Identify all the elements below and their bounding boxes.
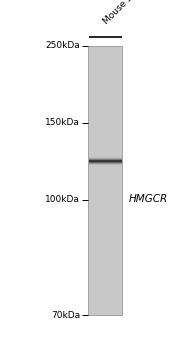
Bar	[89, 167, 122, 168]
Text: 100kDa: 100kDa	[45, 195, 80, 204]
Text: 250kDa: 250kDa	[45, 41, 80, 50]
Bar	[89, 164, 122, 165]
Bar	[89, 159, 122, 160]
Text: 150kDa: 150kDa	[45, 118, 80, 127]
Bar	[88, 46, 122, 315]
Bar	[89, 160, 122, 161]
Bar	[89, 163, 122, 164]
Bar	[89, 168, 122, 169]
Bar	[89, 157, 122, 158]
Bar	[89, 154, 122, 155]
Bar	[89, 166, 122, 167]
Bar	[89, 155, 122, 156]
Text: HMGCR: HMGCR	[129, 195, 168, 204]
Bar	[89, 158, 122, 159]
Bar	[89, 165, 122, 166]
Text: Mouse spleen: Mouse spleen	[102, 0, 152, 26]
Text: 70kDa: 70kDa	[51, 310, 80, 320]
Bar	[89, 162, 122, 163]
Bar	[89, 161, 122, 162]
Bar	[89, 156, 122, 157]
